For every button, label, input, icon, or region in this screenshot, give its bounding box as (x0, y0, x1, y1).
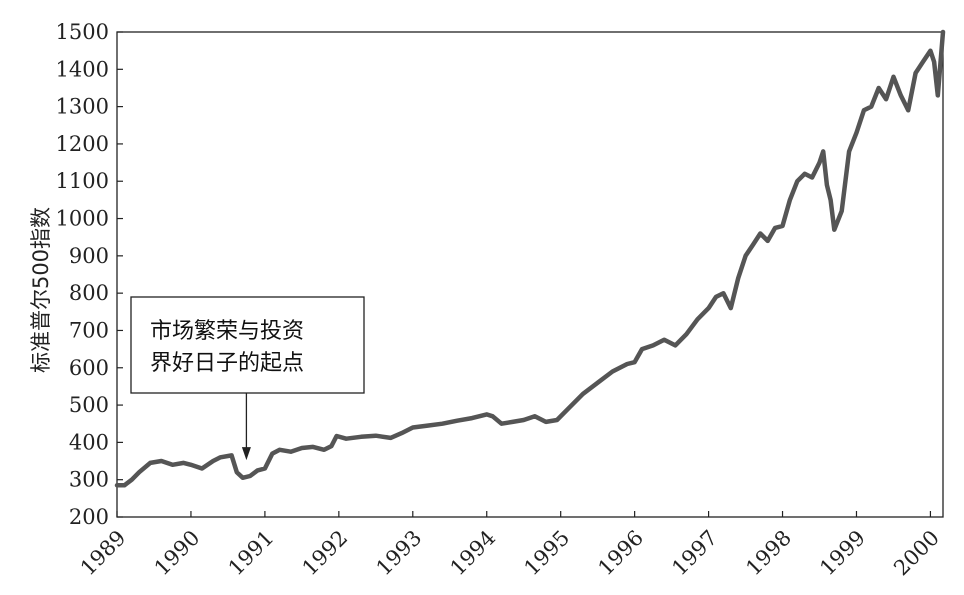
y-tick-label: 1400 (56, 57, 109, 81)
y-tick-label: 400 (69, 430, 109, 454)
y-tick-label: 900 (69, 244, 109, 268)
x-axis: 1989 1990 1991 1992 1993 1994 1995 1996 1997 1998… (76, 511, 944, 580)
y-tick-label: 200 (69, 505, 109, 529)
annotation-line-2: 界好日子的起点 (150, 351, 304, 376)
x-tick-label: 1994 (446, 526, 501, 581)
y-tick-label: 300 (69, 468, 109, 492)
annotation-arrowhead (241, 447, 251, 461)
y-axis-title: 标准普尔500指数 (29, 207, 53, 373)
sp500-series-line (114, 29, 946, 488)
annotation-line-1: 市场繁荣与投资 (150, 319, 304, 344)
y-tick-label: 1200 (56, 132, 109, 156)
x-tick-label: 1989 (76, 526, 131, 581)
y-tick-label: 1100 (56, 169, 109, 193)
x-tick-label: 1992 (298, 526, 353, 581)
y-tick-label: 800 (69, 281, 109, 305)
x-tick-label: 1998 (741, 526, 796, 581)
x-tick-label: 1991 (224, 526, 279, 581)
annotation-box (130, 296, 365, 394)
y-tick-label: 600 (69, 356, 109, 380)
x-tick-label: 1993 (372, 526, 427, 581)
annotation: 市场繁荣与投资 界好日子的起点 (130, 296, 365, 461)
x-tick-label: 1996 (593, 526, 648, 581)
y-tick-label: 500 (69, 393, 109, 417)
y-tick-label: 1500 (56, 20, 109, 44)
y-axis: 200 300 400 500 600 700 800 900 1000 1100 1200 1300… (56, 20, 123, 529)
plot-frame (116, 31, 944, 518)
x-tick-label: 1997 (667, 526, 722, 581)
y-tick-label: 700 (69, 318, 109, 342)
y-tick-label: 1300 (56, 95, 109, 119)
y-tick-label: 1000 (56, 207, 109, 231)
x-tick-label: 2000 (889, 526, 944, 581)
x-tick-label: 1990 (150, 526, 205, 581)
x-tick-label: 1999 (815, 526, 870, 581)
x-tick-label: 1995 (519, 526, 574, 581)
